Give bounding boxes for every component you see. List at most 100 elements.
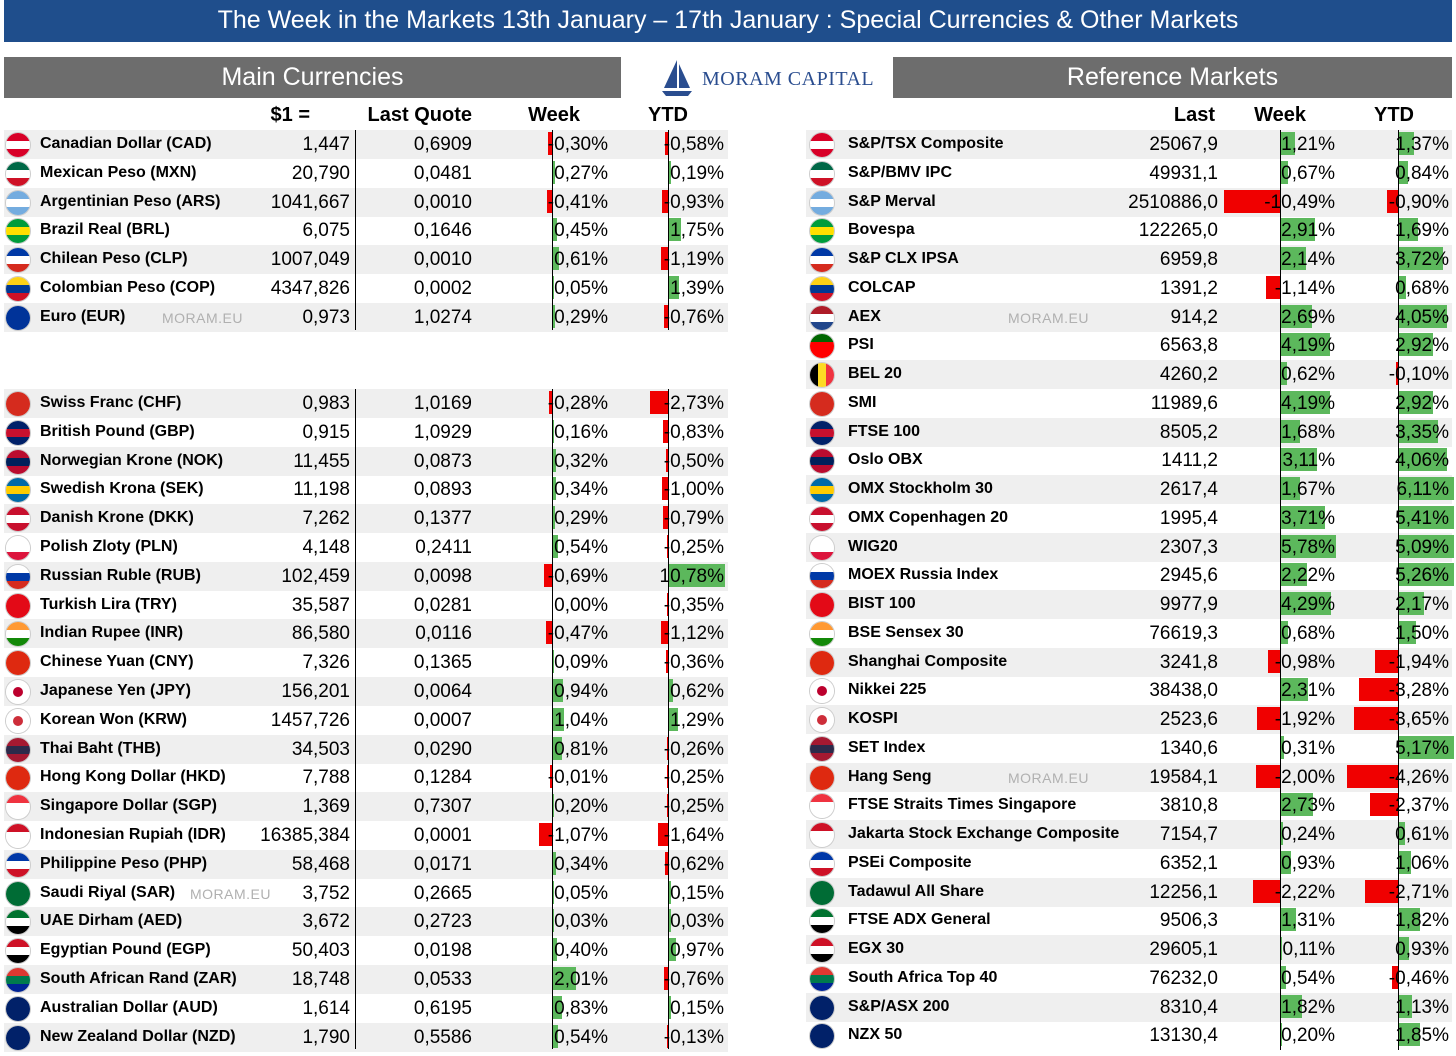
flag-icon [6, 824, 30, 848]
ytd-bar [1398, 563, 1454, 587]
table-row: Euro (EUR) 0,973 1,0274 0,29% -0,76% MORAM.EU [4, 302, 728, 332]
last-value: 914,2 [1170, 306, 1218, 328]
table-row: S&P/ASX 200 8310,4 1,82% 1,13% [806, 992, 1452, 1022]
usd-value: 3,752 [302, 882, 350, 904]
week-bar [1280, 937, 1282, 960]
week-bar [1280, 793, 1313, 817]
usd-value: 16385,384 [260, 825, 350, 846]
currency-name: Australian Dollar (AUD) [40, 998, 218, 1016]
week-bar [1280, 678, 1308, 702]
week-change: -0,30% [547, 134, 608, 155]
week-change: -10,49% [1264, 191, 1335, 213]
flag-icon [810, 391, 834, 416]
table-row: Turkish Lira (TRY) 35,587 0,0281 0,00% -0,35… [4, 591, 728, 620]
last-value: 29605,1 [1149, 939, 1218, 960]
flag-icon [6, 219, 30, 244]
week-change: 0,62% [1281, 364, 1335, 385]
week-change: -0,98% [1274, 651, 1335, 673]
table-row: FTSE ADX General 9506,3 1,31% 1,82% [806, 906, 1452, 935]
ytd-bar [1398, 1023, 1421, 1047]
ytd-bar [660, 247, 669, 271]
last-value: 3241,8 [1159, 651, 1218, 673]
ytd-change: -1,19% [663, 249, 724, 271]
ytd-bar [662, 189, 669, 213]
week-bar [1280, 132, 1295, 155]
market-name: FTSE ADX General [848, 911, 991, 929]
week-change: 4,29% [1281, 594, 1335, 615]
market-name: Tadawul All Share [848, 882, 985, 900]
market-name: FTSE Straits Times Singapore [848, 796, 1077, 814]
flag-icon [810, 363, 834, 387]
flag-icon [6, 305, 30, 330]
table-row: Tadawul All Share 12256,1 -2,22% -2,71% [806, 877, 1452, 907]
ytd-change: 0,19% [670, 162, 724, 184]
table-row: Hang Seng 19584,1 -2,00% -4,26% MORAM.EU [806, 762, 1452, 792]
last-value: 122265,0 [1138, 220, 1218, 242]
usd-value: 58,468 [291, 853, 350, 875]
flag-icon [810, 420, 834, 445]
last-quote-value: 0,0873 [413, 450, 472, 472]
ytd-bar [669, 679, 674, 702]
ytd-change: -0,76% [663, 969, 724, 990]
week-change: 0,03% [554, 911, 608, 933]
flag-icon [6, 593, 30, 618]
week-bar [1266, 275, 1280, 299]
flag-icon [810, 621, 834, 646]
ytd-change: -3,65% [1388, 709, 1449, 730]
table-row: AEX 914,2 2,69% 4,05% MORAM.EU [806, 302, 1452, 332]
column-divider [355, 130, 356, 330]
table-row: South Africa Top 40 76232,0 0,54% -0,46% [806, 964, 1452, 993]
market-name: SET Index [848, 738, 926, 756]
week-bar [552, 506, 556, 530]
last-value: 8310,4 [1159, 996, 1218, 1018]
table-row: S&P/BMV IPC 49931,1 0,67% 0,84% [806, 159, 1452, 188]
last-quote-value: 0,6909 [413, 134, 472, 155]
currency-name: Saudi Riyal (SAR) [40, 883, 176, 901]
market-name: PSI [848, 336, 874, 354]
ytd-change: 4,06% [1395, 450, 1449, 472]
ytd-bar [669, 218, 682, 242]
week-bar [1280, 534, 1336, 558]
week-change: 0,54% [1281, 967, 1335, 989]
table-row: Nikkei 225 38438,0 2,31% -3,28% [806, 676, 1452, 705]
table-row: Argentinian Peso (ARS) 1041,667 0,0010 -0,4… [4, 187, 728, 217]
table-row: SMI 11989,6 4,19% 2,92% [806, 389, 1452, 418]
ytd-change: 3,72% [1395, 249, 1449, 270]
week-change: 0,34% [554, 853, 608, 875]
flag-icon [6, 766, 30, 791]
currency-name: Swedish Krona (SEK) [40, 480, 204, 498]
ytd-bar [1398, 419, 1439, 443]
market-name: FTSE 100 [848, 422, 921, 440]
week-bar [1280, 822, 1283, 845]
week-bar [1253, 879, 1280, 903]
flag-icon [6, 852, 30, 877]
flag-icon [6, 795, 30, 820]
week-change: 0,29% [554, 306, 608, 328]
ytd-bar [1398, 333, 1434, 357]
ytd-change: 0,68% [1395, 277, 1449, 299]
ytd-change: 1,37% [1395, 134, 1449, 155]
table-row: New Zealand Dollar (NZD) 1,790 0,5586 0,54%… [4, 1022, 728, 1052]
ytd-change: 1,13% [1395, 996, 1449, 1018]
week-bar [552, 794, 555, 818]
last-quote-value: 0,0116 [415, 623, 472, 645]
ytd-change: 0,62% [670, 681, 724, 702]
last-quote-value: 0,0007 [413, 709, 472, 731]
flag-icon [6, 478, 30, 503]
last-value: 76619,3 [1149, 622, 1218, 644]
flag-icon [6, 507, 30, 532]
table-row: NZX 50 13130,4 0,20% 1,85% [806, 1021, 1452, 1050]
week-bar [546, 621, 552, 645]
market-name: BSE Sensex 30 [848, 623, 964, 641]
flag-icon [6, 968, 30, 992]
ytd-change: -0,90% [1388, 191, 1449, 213]
last-value: 2307,3 [1159, 536, 1218, 558]
last-value: 19584,1 [1149, 766, 1218, 788]
last-quote-value: 0,0893 [413, 479, 472, 501]
table-row: S&P Merval 2510886,0 -10,49% -0,90% [806, 187, 1452, 217]
flag-icon [810, 564, 834, 589]
currency-name: Philippine Peso (PHP) [40, 854, 208, 872]
ytd-change: -4,26% [1388, 766, 1449, 788]
week-bar [1280, 477, 1301, 500]
flag-icon [6, 651, 30, 676]
